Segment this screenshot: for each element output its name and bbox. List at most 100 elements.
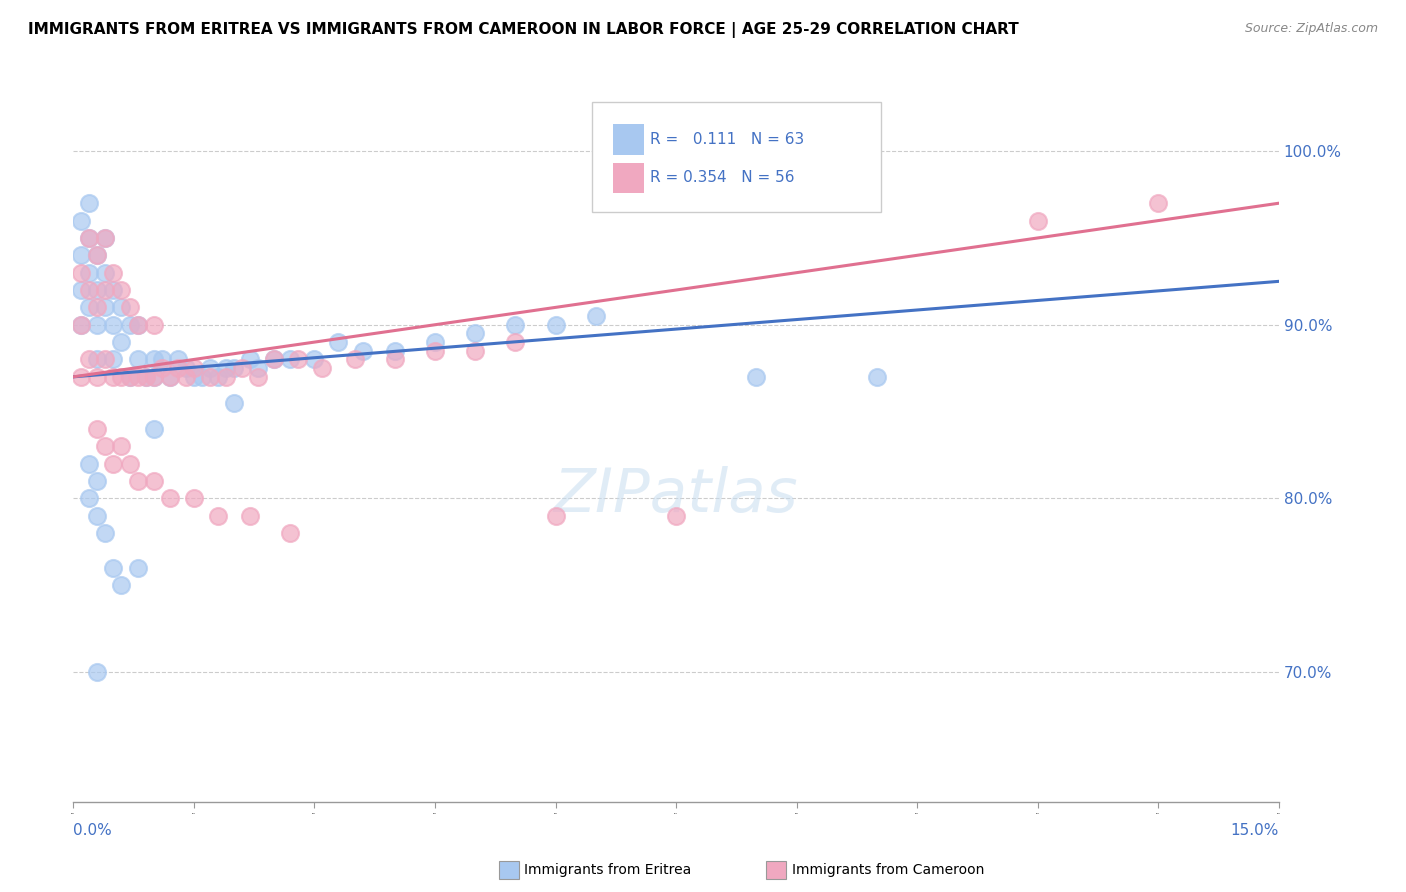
Text: ZIPatlas: ZIPatlas (554, 467, 799, 525)
Point (103, 369, 125, 384)
Point (866, 369, 889, 384)
Point (159, 491, 181, 506)
Point (215, 369, 238, 384)
Point (118, 301, 141, 315)
Point (247, 361, 270, 376)
Point (166, 361, 188, 376)
Point (110, 301, 132, 315)
Point (222, 361, 245, 376)
Point (142, 474, 165, 488)
Point (118, 369, 141, 384)
Point (215, 361, 238, 376)
Point (86, 422, 108, 436)
Point (142, 318, 165, 332)
Point (79, 196, 101, 211)
Point (150, 361, 173, 376)
Point (70, 369, 93, 384)
Point (505, 335, 527, 350)
Point (70, 213, 93, 227)
Point (86, 352, 108, 367)
Point (544, 508, 567, 523)
Point (86, 248, 108, 262)
Point (79, 491, 101, 506)
Point (70, 318, 93, 332)
Point (79, 283, 101, 297)
Point (464, 326, 486, 341)
Point (86, 283, 108, 297)
Point (110, 369, 132, 384)
Point (247, 369, 270, 384)
Point (191, 369, 214, 384)
Point (142, 369, 165, 384)
Text: 15.0%: 15.0% (1230, 823, 1279, 838)
Point (86, 665, 108, 679)
Point (79, 231, 101, 245)
Point (423, 335, 446, 350)
Point (118, 457, 141, 471)
Point (183, 361, 205, 376)
Point (118, 318, 141, 332)
Point (127, 561, 149, 575)
Point (70, 266, 93, 280)
Point (183, 491, 205, 506)
Point (79, 301, 101, 315)
Point (94, 301, 117, 315)
Point (79, 352, 101, 367)
Text: 0.0%: 0.0% (73, 823, 112, 838)
Point (207, 508, 229, 523)
Text: R = 0.354   N = 56: R = 0.354 N = 56 (650, 170, 794, 186)
FancyBboxPatch shape (613, 162, 644, 194)
Point (79, 266, 101, 280)
Point (103, 561, 125, 575)
Point (70, 248, 93, 262)
Point (135, 369, 157, 384)
Text: Immigrants from Cameroon: Immigrants from Cameroon (792, 863, 984, 877)
Point (142, 352, 165, 367)
Point (127, 369, 149, 384)
Point (505, 318, 527, 332)
Point (103, 457, 125, 471)
Point (328, 335, 350, 350)
Point (70, 318, 93, 332)
Point (174, 361, 197, 376)
Point (352, 343, 374, 358)
Point (94, 283, 117, 297)
Point (263, 352, 285, 367)
Point (86, 369, 108, 384)
Point (86, 318, 108, 332)
Point (127, 318, 149, 332)
Point (142, 369, 165, 384)
FancyBboxPatch shape (592, 103, 882, 211)
FancyBboxPatch shape (613, 124, 644, 154)
Point (94, 352, 117, 367)
Point (86, 508, 108, 523)
Point (198, 361, 221, 376)
Point (239, 352, 262, 367)
Point (103, 352, 125, 367)
Point (183, 369, 205, 384)
Point (103, 283, 125, 297)
Point (343, 352, 366, 367)
Point (79, 457, 101, 471)
Point (665, 508, 688, 523)
Point (287, 352, 309, 367)
Point (304, 352, 326, 367)
Point (103, 266, 125, 280)
Point (127, 474, 149, 488)
Point (311, 361, 333, 376)
Point (110, 439, 132, 453)
Point (745, 369, 768, 384)
Point (110, 283, 132, 297)
Point (263, 352, 285, 367)
Point (278, 526, 301, 541)
Point (127, 352, 149, 367)
Point (86, 248, 108, 262)
Point (1147, 196, 1170, 211)
Point (159, 369, 181, 384)
Point (423, 343, 446, 358)
Point (94, 266, 117, 280)
Point (94, 231, 117, 245)
Point (384, 343, 406, 358)
Point (222, 396, 245, 410)
Point (79, 231, 101, 245)
